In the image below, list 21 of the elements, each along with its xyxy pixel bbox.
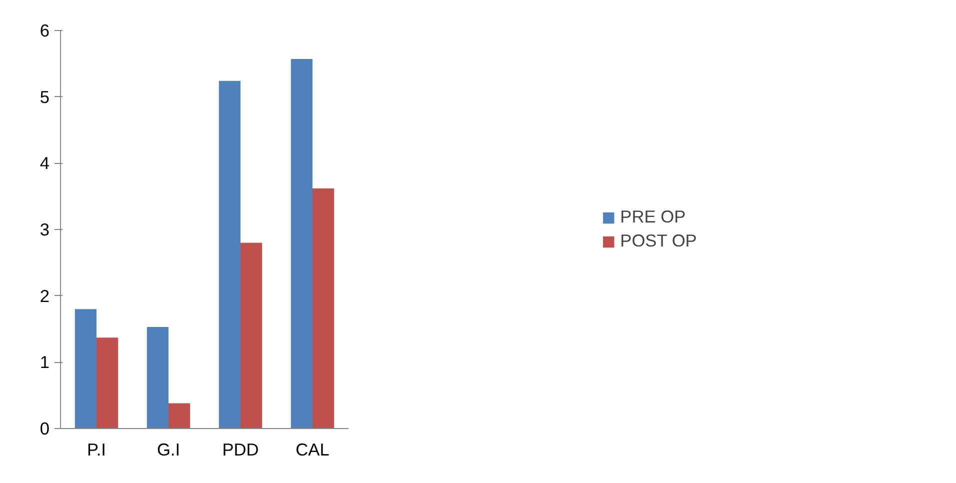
y-tick-label: 6	[40, 20, 50, 40]
x-tick-label: PDD	[222, 440, 259, 460]
bar	[312, 188, 334, 428]
y-tick-label: 1	[40, 352, 50, 372]
x-tick-label: P.I	[87, 440, 106, 460]
bar	[240, 242, 262, 428]
y-tick-label: 5	[40, 86, 50, 107]
x-tick-label: CAL	[296, 440, 330, 460]
bar	[74, 309, 96, 428]
bar	[146, 327, 168, 428]
y-tick-label: 0	[40, 418, 50, 438]
y-tick-label: 4	[40, 153, 50, 174]
legend-label: POST OP	[620, 230, 697, 252]
y-tick-label: 3	[40, 220, 50, 240]
bar	[168, 403, 190, 428]
y-tick-label: 2	[40, 286, 50, 306]
bar	[290, 59, 312, 428]
bar	[96, 338, 118, 428]
legend-label: PRE OP	[620, 206, 686, 228]
x-tick-label: G.I	[156, 440, 180, 460]
bar	[218, 80, 240, 428]
